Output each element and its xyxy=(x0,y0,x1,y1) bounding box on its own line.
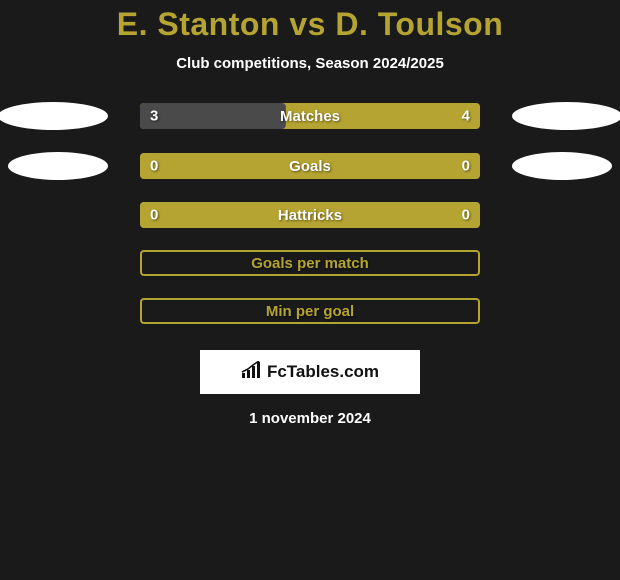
stat-label: Goals xyxy=(289,158,331,175)
stats-bars: 3 Matches 4 0 Goals 0 0 Hattricks 0 Goals per mat… xyxy=(0,102,620,346)
stat-bar: Goals per match xyxy=(140,250,480,276)
player-oval-right xyxy=(512,102,620,130)
player-oval-left xyxy=(8,152,108,180)
stat-label: Goals per match xyxy=(251,255,369,272)
stat-bar: 0 Goals 0 xyxy=(140,153,480,179)
stat-row: 0 Goals 0 xyxy=(0,152,620,180)
stat-row: Goals per match xyxy=(0,250,620,276)
stat-value-left: 0 xyxy=(150,207,158,224)
brand-label: FcTables.com xyxy=(267,362,379,382)
page-title: E. Stanton vs D. Toulson xyxy=(117,6,504,43)
stat-row: Min per goal xyxy=(0,298,620,324)
stat-label: Matches xyxy=(280,108,340,125)
player-oval-right xyxy=(512,152,612,180)
brand-box[interactable]: FcTables.com xyxy=(200,350,420,394)
date-label: 1 november 2024 xyxy=(249,410,371,427)
stat-bar: Min per goal xyxy=(140,298,480,324)
stat-bar: 3 Matches 4 xyxy=(140,103,480,129)
player-oval-left xyxy=(0,102,108,130)
stat-label: Min per goal xyxy=(266,303,354,320)
stat-label: Hattricks xyxy=(278,207,342,224)
stat-row: 0 Hattricks 0 xyxy=(0,202,620,228)
stat-bar: 0 Hattricks 0 xyxy=(140,202,480,228)
stat-value-right: 0 xyxy=(462,207,470,224)
stat-row: 3 Matches 4 xyxy=(0,102,620,130)
subtitle: Club competitions, Season 2024/2025 xyxy=(176,55,444,72)
stat-value-left: 0 xyxy=(150,158,158,175)
brand-chart-icon xyxy=(241,361,263,384)
stat-value-right: 0 xyxy=(462,158,470,175)
stat-value-left: 3 xyxy=(150,108,158,125)
stat-value-right: 4 xyxy=(462,108,470,125)
